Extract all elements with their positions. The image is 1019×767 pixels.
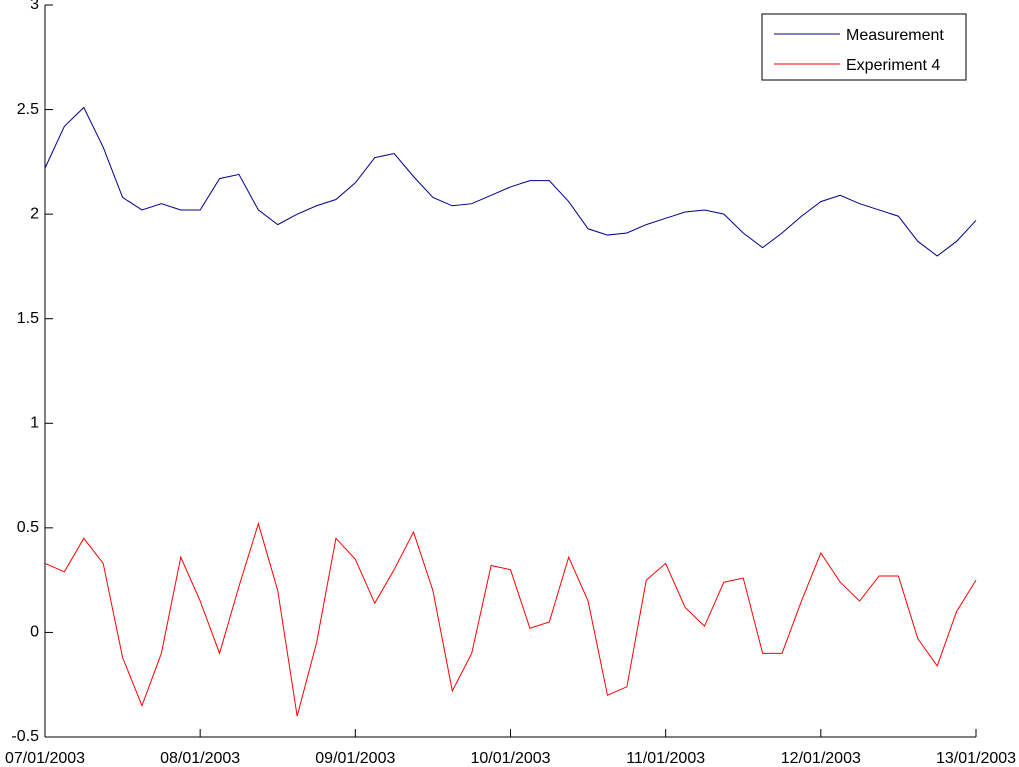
y-tick-label: -0.5 (11, 728, 39, 745)
y-tick-label: 1.5 (17, 310, 39, 327)
y-tick-label: 3 (30, 0, 39, 13)
x-tick-label: 09/01/2003 (315, 750, 395, 767)
y-tick-label: 0 (30, 624, 39, 641)
y-tick-label: 0.5 (17, 519, 39, 536)
y-tick-label: 2 (30, 205, 39, 222)
x-tick-label: 11/01/2003 (626, 750, 705, 767)
y-tick-label: 2.5 (17, 101, 39, 118)
x-tick-label: 13/01/2003 (936, 750, 1016, 767)
x-tick-label: 07/01/2003 (5, 750, 85, 767)
legend-label: Experiment 4 (846, 57, 940, 74)
legend-label: Measurement (846, 27, 944, 44)
x-tick-label: 08/01/2003 (160, 750, 240, 767)
x-tick-label: 10/01/2003 (470, 750, 550, 767)
y-tick-label: 1 (30, 415, 39, 432)
x-tick-label: 12/01/2003 (781, 750, 861, 767)
legend-box (761, 13, 967, 81)
series-line (44, 106, 977, 257)
series-line (44, 521, 977, 717)
